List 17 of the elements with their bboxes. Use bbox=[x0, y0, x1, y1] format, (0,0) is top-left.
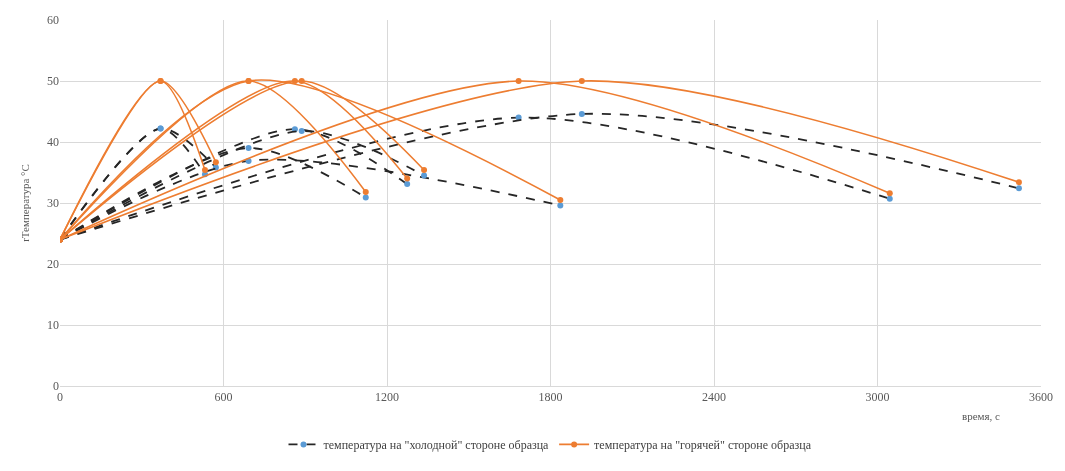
x-tick-label: 1200 bbox=[375, 390, 399, 405]
x-tick-label: 1800 bbox=[538, 390, 563, 405]
x-tick-label: 600 bbox=[214, 390, 233, 405]
y-tick-label: 10 bbox=[47, 318, 59, 333]
x-tick-label: 2400 bbox=[702, 390, 726, 405]
y-tick-label: 30 bbox=[47, 196, 59, 211]
y-axis-title: rТемпература °С bbox=[18, 164, 31, 242]
x-axis-title: время, с bbox=[962, 410, 1001, 422]
y-tick-label: 0 bbox=[53, 379, 59, 394]
legend-label: температура на "горячей" стороне образца bbox=[594, 438, 812, 453]
y-tick-label: 60 bbox=[47, 13, 59, 28]
x-tick-label: 3000 bbox=[865, 390, 890, 405]
legend-label: температура на "холодной" стороне образца bbox=[323, 438, 550, 453]
y-tick-label: 20 bbox=[47, 257, 59, 272]
y-tick-label: 50 bbox=[47, 74, 59, 89]
y-tick-label: 40 bbox=[47, 135, 59, 150]
x-tick-label: 3600 bbox=[1029, 390, 1053, 405]
